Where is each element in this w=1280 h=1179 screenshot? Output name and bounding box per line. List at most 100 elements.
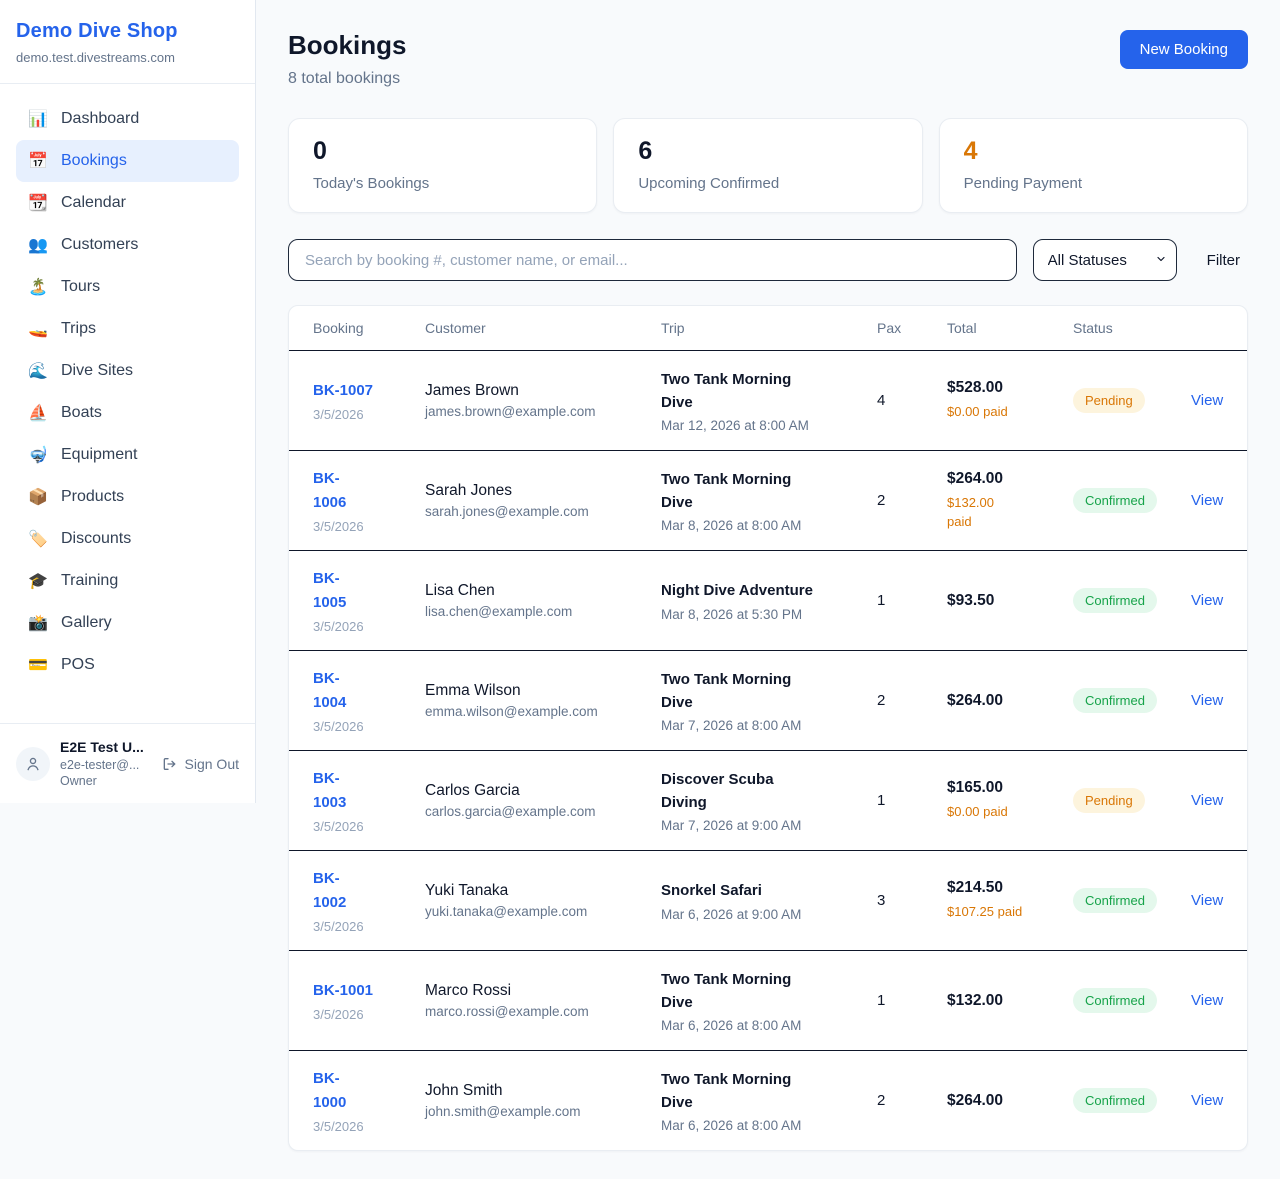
paid-amount: $132.00 paid xyxy=(947,494,994,530)
sidebar-item-boats[interactable]: ⛵ Boats xyxy=(16,392,239,434)
page-header: Bookings 8 total bookings New Booking xyxy=(288,30,1248,88)
booking-date: 3/5/2026 xyxy=(313,718,364,734)
status-filter-select[interactable]: All Statuses xyxy=(1032,239,1177,281)
status-cell: Pending xyxy=(1073,388,1191,413)
view-link[interactable]: View xyxy=(1191,592,1224,609)
stat-label: Upcoming Confirmed xyxy=(638,175,780,192)
status-badge: Pending xyxy=(1073,388,1145,413)
trip-cell: Snorkel Safari Mar 6, 2026 at 9:00 AM xyxy=(661,879,877,921)
status-badge: Pending xyxy=(1073,788,1145,813)
user-info: E2E Test U... e2e-tester@... Owner xyxy=(60,738,144,789)
booking-row: BK- 1000 3/5/2026 John Smith john.smith@exam… xyxy=(289,1050,1247,1150)
view-link[interactable]: View xyxy=(1191,992,1224,1009)
filter-button[interactable]: Filter xyxy=(1206,251,1240,269)
status-cell: Confirmed xyxy=(1073,688,1191,713)
stat-label: Today's Bookings xyxy=(313,175,430,192)
sidebar-item-pos[interactable]: 💳 POS xyxy=(16,644,239,686)
table-header-row: Booking Customer Trip Pax Total Status xyxy=(289,306,1247,350)
booking-row: BK- 1005 3/5/2026 Lisa Chen lisa.chen@exampl… xyxy=(289,550,1247,650)
sidebar-item-equipment[interactable]: 🤿 Equipment xyxy=(16,434,239,476)
customer-cell: John Smith john.smith@example.com xyxy=(425,1082,661,1119)
dashboard-icon: 📊 xyxy=(28,111,48,128)
sidebar-item-label: Equipment xyxy=(61,446,138,463)
booking-date: 3/5/2026 xyxy=(313,1007,364,1023)
sidebar-item-tours[interactable]: 🏝️ Tours xyxy=(16,266,239,308)
customer-email: marco.rossi@example.com xyxy=(425,1004,589,1019)
customer-name: Emma Wilson xyxy=(425,682,521,699)
booking-id-link[interactable]: BK- 1004 xyxy=(313,670,347,711)
customer-cell: Yuki Tanaka yuki.tanaka@example.com xyxy=(425,882,661,919)
customer-cell: James Brown james.brown@example.com xyxy=(425,382,661,419)
training-icon: 🎓 xyxy=(28,573,48,590)
stat-value: 0 xyxy=(313,137,327,165)
booking-id-link[interactable]: BK- 1005 xyxy=(313,570,347,611)
stat-card: 0 Today's Bookings xyxy=(288,118,598,213)
pax-cell: 1 xyxy=(877,592,886,609)
sidebar-item-calendar[interactable]: 📆 Calendar xyxy=(16,182,239,224)
user-icon xyxy=(27,757,39,770)
sidebar-item-discounts[interactable]: 🏷️ Discounts xyxy=(16,518,239,560)
booking-id-link[interactable]: BK-1007 xyxy=(313,381,374,399)
status-badge: Confirmed xyxy=(1073,588,1157,613)
customer-name: Yuki Tanaka xyxy=(425,882,509,899)
sidebar-item-training[interactable]: 🎓 Training xyxy=(16,560,239,602)
booking-row: BK- 1003 3/5/2026 Carlos Garcia carlos.garci… xyxy=(289,750,1247,850)
total-cell: $264.00 xyxy=(947,692,1073,710)
booking-id-link[interactable]: BK- 1006 xyxy=(313,470,347,511)
discounts-icon: 🏷️ xyxy=(28,531,48,548)
total-amount: $93.50 xyxy=(947,591,995,609)
booking-row: BK-1001 3/5/2026 Marco Rossi marco.rossi@ex… xyxy=(289,950,1247,1050)
sign-out-button[interactable]: Sign Out xyxy=(162,756,239,772)
boats-icon: ⛵ xyxy=(28,405,48,422)
total-cell: $264.00 xyxy=(947,1092,1073,1110)
trip-name: Snorkel Safari xyxy=(661,882,762,900)
customer-cell: Sarah Jones sarah.jones@example.com xyxy=(425,482,661,519)
total-cell: $214.50 $107.25 paid xyxy=(947,879,1073,922)
pax-cell: 4 xyxy=(877,392,886,409)
customer-name: Marco Rossi xyxy=(425,982,512,999)
view-link[interactable]: View xyxy=(1191,692,1224,709)
sidebar-item-dashboard[interactable]: 📊 Dashboard xyxy=(16,98,239,140)
new-booking-button[interactable]: New Booking xyxy=(1119,30,1248,69)
sidebar-item-label: Calendar xyxy=(61,194,126,211)
sidebar-item-gallery[interactable]: 📸 Gallery xyxy=(16,602,239,644)
total-amount: $214.50 xyxy=(947,879,1004,897)
booking-id-link[interactable]: BK- 1000 xyxy=(313,1070,347,1111)
pos-icon: 💳 xyxy=(28,657,48,674)
sidebar-item-bookings[interactable]: 📅 Bookings xyxy=(16,140,239,182)
sign-out-icon xyxy=(163,757,175,770)
stat-value: 4 xyxy=(963,137,978,165)
booking-id-link[interactable]: BK- 1003 xyxy=(313,770,347,811)
customer-email: lisa.chen@example.com xyxy=(425,604,573,619)
sidebar-nav: 📊 Dashboard 📅 Bookings 📆 Calendar 👥 Customers 🏝️… xyxy=(0,84,255,723)
column-header-total: Total xyxy=(947,320,977,336)
booking-id-link[interactable]: BK-1001 xyxy=(313,981,374,999)
sidebar-item-label: Dashboard xyxy=(61,110,140,127)
sidebar-item-products[interactable]: 📦 Products xyxy=(16,476,239,518)
view-link[interactable]: View xyxy=(1191,892,1224,909)
status-badge: Confirmed xyxy=(1073,1088,1157,1113)
sidebar-item-dive-sites[interactable]: 🌊 Dive Sites xyxy=(16,350,239,392)
sidebar: Demo Dive Shop demo.test.divestreams.com… xyxy=(0,0,256,803)
shop-name[interactable]: Demo Dive Shop xyxy=(16,20,178,42)
products-icon: 📦 xyxy=(28,489,48,506)
view-link[interactable]: View xyxy=(1191,792,1224,809)
trip-name: Discover Scuba Diving xyxy=(661,770,774,811)
total-amount: $264.00 xyxy=(947,469,1004,487)
pax-cell: 1 xyxy=(877,992,886,1009)
trip-name: Two Tank Morning Dive xyxy=(661,470,792,511)
sidebar-item-customers[interactable]: 👥 Customers xyxy=(16,224,239,266)
view-link[interactable]: View xyxy=(1191,392,1224,409)
booking-cell: BK- 1005 3/5/2026 xyxy=(313,567,425,634)
customer-email: yuki.tanaka@example.com xyxy=(425,904,588,919)
paid-amount: $0.00 paid xyxy=(947,804,1008,820)
sidebar-item-trips[interactable]: 🚤 Trips xyxy=(16,308,239,350)
view-link[interactable]: View xyxy=(1191,1092,1224,1109)
pax-cell: 1 xyxy=(877,792,886,809)
view-link[interactable]: View xyxy=(1191,492,1224,509)
search-input[interactable] xyxy=(288,239,1017,281)
pax-cell: 2 xyxy=(877,492,886,509)
sidebar-item-label: Gallery xyxy=(61,614,112,631)
pax-cell: 3 xyxy=(877,892,886,909)
booking-id-link[interactable]: BK- 1002 xyxy=(313,870,347,911)
